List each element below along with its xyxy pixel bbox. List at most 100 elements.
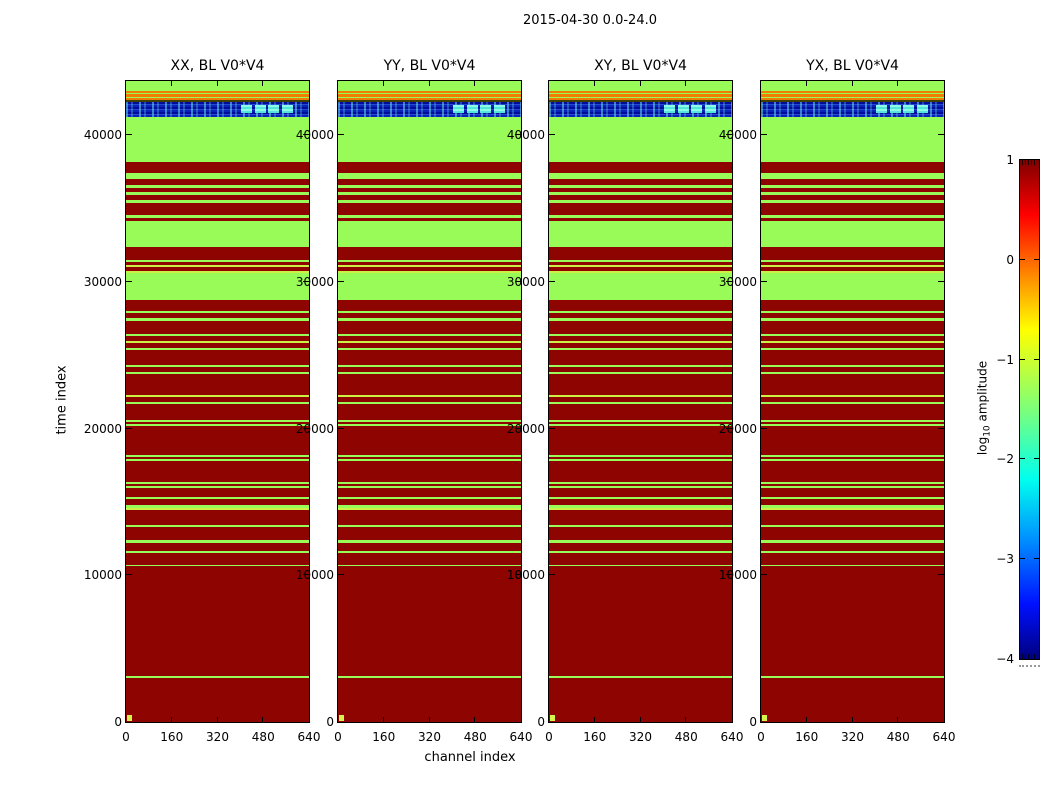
heatmap-stripe (338, 313, 521, 319)
x-tick-mark (897, 717, 899, 722)
heatmap-stripe (338, 271, 521, 274)
heatmap-stripe (761, 313, 944, 319)
x-tick-mark (474, 81, 476, 86)
heatmap-stripe (126, 265, 309, 268)
heatmap-stripe (761, 336, 944, 342)
y-tick-label: 0 (749, 715, 757, 729)
y-tick-mark (303, 574, 309, 576)
heatmap-stripe (549, 194, 732, 200)
heatmap-stripe (549, 247, 732, 261)
heatmap-stripe (761, 271, 944, 274)
heatmap-stripe (126, 94, 309, 97)
y-tick-mark (126, 427, 132, 429)
heatmap-stripe (126, 487, 309, 497)
heatmap-stripe (126, 202, 309, 215)
y-tick-label: 10000 (295, 568, 334, 583)
panel-title: YY, BL V0*V4 (383, 58, 476, 74)
x-tick-mark (474, 717, 476, 722)
colorbar-label-log: log (975, 436, 990, 456)
heatmap-stripe (761, 162, 944, 174)
heatmap-stripe (549, 367, 732, 373)
x-tick-mark (170, 81, 172, 86)
heatmap-stripe (761, 300, 944, 312)
panel-title: XX, BL V0*V4 (170, 58, 265, 74)
heatmap-stripe (338, 507, 521, 510)
colorbar-gradient (1020, 160, 1039, 659)
heatmap-stripe (549, 460, 732, 482)
heatmap-stripe (126, 321, 309, 335)
heatmap-stripe (761, 542, 944, 551)
heatmap-stripe (761, 367, 944, 373)
heatmap-stripe (338, 421, 521, 424)
cyan-patch (241, 105, 252, 114)
heatmap-stripe (761, 178, 944, 185)
y-tick-label: 20000 (83, 421, 122, 436)
heatmap-stripe (126, 507, 309, 510)
heatmap-stripe (338, 336, 521, 342)
y-tick-label: 10000 (83, 568, 122, 583)
colorbar-tick-label: −1 (996, 352, 1014, 367)
heatmap-stripe (761, 460, 944, 482)
colorbar-tick-mark (1034, 358, 1039, 360)
x-tick-mark (170, 717, 172, 722)
heatmap-stripe (549, 300, 732, 312)
colorbar-tick-mark (1020, 558, 1025, 560)
y-tick-label: 40000 (506, 128, 545, 143)
heatmap-stripe (126, 162, 309, 174)
y-tick-mark (726, 427, 732, 429)
heatmap-stripe (126, 194, 309, 200)
heatmap-stripe (761, 267, 944, 272)
heatmap-stripe (126, 552, 309, 565)
cyan-patch (664, 105, 675, 114)
heatmap-stripe (549, 178, 732, 185)
heatmap-stripe (338, 267, 521, 272)
y-tick-label: 30000 (295, 275, 334, 290)
y-tick-label: 10000 (718, 568, 757, 583)
blue-low-amplitude-band (761, 102, 944, 117)
colorbar-tick-label: 1 (1006, 153, 1014, 167)
heatmap-stripe (549, 321, 732, 335)
heatmap-stripe (338, 498, 521, 505)
x-tick-label: 480 (674, 730, 698, 744)
heatmap-stripe (126, 100, 309, 103)
heatmap-stripe (126, 262, 309, 266)
heatmap-stripe (761, 487, 944, 497)
corner-dot (761, 715, 768, 721)
colorbar-bottom-hatch-marks (1022, 654, 1037, 659)
heatmap-stripe (126, 247, 309, 261)
heatmap-stripe (338, 343, 521, 349)
heatmap-stripe (761, 678, 944, 722)
heatmap-stripe (338, 262, 521, 266)
heatmap-stripe (761, 395, 944, 397)
y-tick-mark (726, 574, 732, 576)
heatmap-stripe (126, 526, 309, 540)
y-tick-mark (726, 281, 732, 283)
heatmap-stripe (761, 350, 944, 366)
heatmap-stripe (126, 542, 309, 551)
heatmap-stripe (338, 397, 521, 402)
heatmap-stripe (126, 395, 309, 397)
y-tick-mark (938, 134, 944, 136)
x-tick-mark (428, 717, 430, 722)
heatmap-stripe (338, 456, 521, 459)
heatmap-stripe (126, 421, 309, 424)
x-tick-mark (897, 81, 899, 86)
heatmap-stripe (126, 367, 309, 373)
heatmap-stripe (126, 460, 309, 482)
heatmap-stripe (549, 487, 732, 497)
y-tick-mark (515, 427, 521, 429)
figure-title: 2015-04-30 0.0-24.0 (523, 13, 657, 28)
x-tick-label: 320 (841, 730, 864, 744)
heatmap-stripe (338, 350, 521, 366)
heatmap-stripe (549, 542, 732, 551)
heatmap-panel-yx: YX, BL V0*V4 0 10000 20000 30000 40000 0 160 320… (719, 58, 956, 744)
y-tick-mark (126, 134, 132, 136)
y-tick-label: 0 (537, 715, 545, 729)
x-tick-label: 320 (206, 730, 229, 744)
heatmap-stripe (549, 265, 732, 268)
heatmap-stripe (126, 498, 309, 505)
heatmap-stripe (549, 566, 732, 677)
y-axis-label: time index (54, 365, 70, 435)
colorbar-under-dotted-line (1019, 665, 1040, 667)
cyan-patch (282, 105, 293, 114)
